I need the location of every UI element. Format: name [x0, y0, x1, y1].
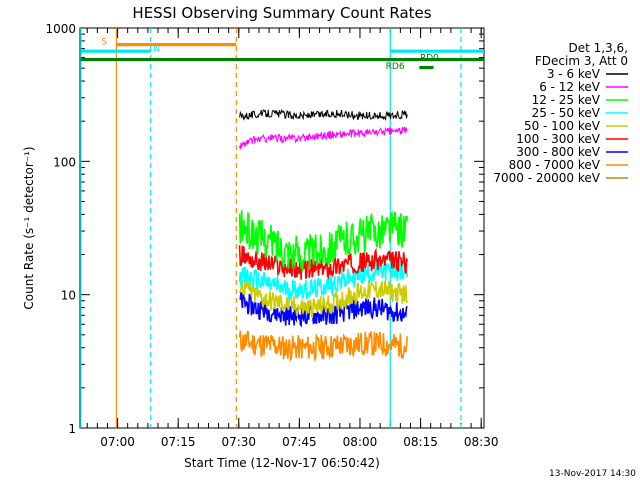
- legend-header: FDecim 3, Att 0: [535, 54, 628, 68]
- series-line: [239, 108, 408, 121]
- series-line: [238, 330, 408, 363]
- legend-entry-label: 12 - 25 keV: [532, 93, 601, 107]
- series-line: [238, 260, 408, 301]
- x-tick-label: 07:15: [161, 435, 196, 449]
- y-tick-label: 100: [53, 155, 76, 169]
- series-line: [238, 277, 408, 319]
- series-line: [238, 210, 408, 272]
- flag-label: RD0: [420, 54, 439, 64]
- x-tick-label: 07:30: [221, 435, 256, 449]
- legend-entry-label: 50 - 100 keV: [524, 119, 601, 133]
- y-axis-label: Count Rate (s⁻¹ detector⁻¹): [22, 146, 36, 309]
- flag-label: RD6: [386, 62, 405, 72]
- flag-label: S: [101, 38, 107, 48]
- legend-entry-label: 800 - 7000 keV: [509, 158, 601, 172]
- series-line: [239, 126, 408, 150]
- y-tick-label: 1000: [45, 22, 76, 36]
- legend-entry-label: 3 - 6 keV: [547, 67, 601, 81]
- legend-entry-label: 300 - 800 keV: [516, 145, 600, 159]
- x-tick-label: 08:15: [403, 435, 438, 449]
- legend-entry-label: 7000 - 20000 keV: [493, 171, 600, 185]
- legend-entry-label: 6 - 12 keV: [539, 80, 601, 94]
- y-tick-label: 10: [61, 289, 76, 303]
- x-tick-label: 08:30: [464, 435, 499, 449]
- series-line: [239, 292, 408, 328]
- legend-header: Det 1,3,6,: [569, 41, 629, 55]
- chart-title: HESSI Observing Summary Count Rates: [132, 4, 431, 22]
- plot-area: 1 10 100 1000 07:00 07:15 07:30 07:45 08:00 08:15…: [45, 22, 498, 449]
- x-tick-label: 07:00: [100, 435, 135, 449]
- series-line: [238, 245, 408, 280]
- legend-entry-label: 25 - 50 keV: [532, 106, 601, 120]
- legend-entry-label: 100 - 300 keV: [516, 132, 600, 146]
- x-axis-label: Start Time (12-Nov-17 06:50:42): [184, 456, 380, 470]
- x-tick-label: 07:45: [282, 435, 317, 449]
- flag-label: N: [153, 45, 160, 55]
- y-tick-label: 1: [68, 422, 76, 436]
- footer-timestamp: 13-Nov-2017 14:30: [549, 469, 636, 479]
- plot-frame: [79, 27, 485, 429]
- x-tick-label: 08:00: [343, 435, 378, 449]
